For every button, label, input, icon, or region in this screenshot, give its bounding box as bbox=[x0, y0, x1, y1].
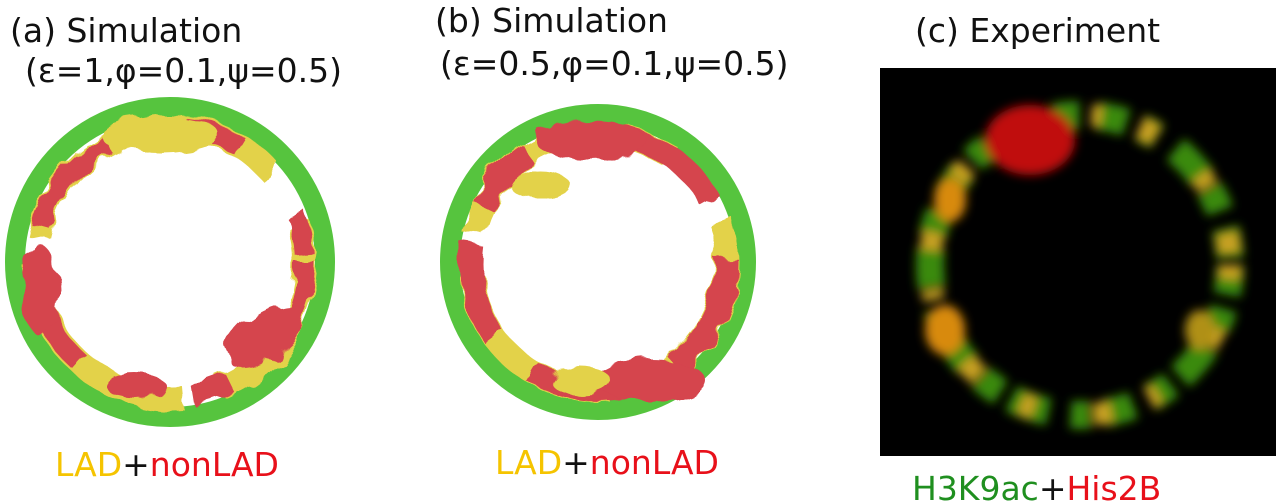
page: (a) Simulation (ε=1,φ=0.1,ψ=0.5) LAD+non… bbox=[0, 0, 1282, 504]
legend-sep: + bbox=[1039, 469, 1067, 504]
legend-item: H3K9ac bbox=[912, 469, 1039, 504]
figure: (a) Simulation (ε=1,φ=0.1,ψ=0.5) LAD+non… bbox=[0, 0, 1282, 504]
simulation-image bbox=[15, 107, 325, 417]
simulation-image bbox=[450, 114, 746, 410]
legend-sep: + bbox=[122, 445, 150, 484]
legend-item: nonLAD bbox=[150, 445, 279, 484]
legend-item: LAD bbox=[55, 445, 122, 484]
legend-item: His2B bbox=[1066, 469, 1161, 504]
legend-item: nonLAD bbox=[590, 443, 719, 482]
panel-params: (ε=0.5,φ=0.1,ψ=0.5) bbox=[440, 44, 789, 83]
legend: H3K9ac+His2B bbox=[912, 469, 1161, 504]
panel-params: (ε=1,φ=0.1,ψ=0.5) bbox=[25, 51, 342, 90]
legend: LAD+nonLAD bbox=[495, 443, 719, 482]
panel-title: (a) Simulation bbox=[10, 11, 242, 50]
panel-title: (b) Simulation bbox=[435, 1, 668, 40]
legend-item: LAD bbox=[495, 443, 562, 482]
microscopy-image bbox=[880, 68, 1276, 456]
legend: LAD+nonLAD bbox=[55, 445, 279, 484]
panel-title: (c) Experiment bbox=[915, 11, 1160, 50]
legend-sep: + bbox=[562, 443, 590, 482]
